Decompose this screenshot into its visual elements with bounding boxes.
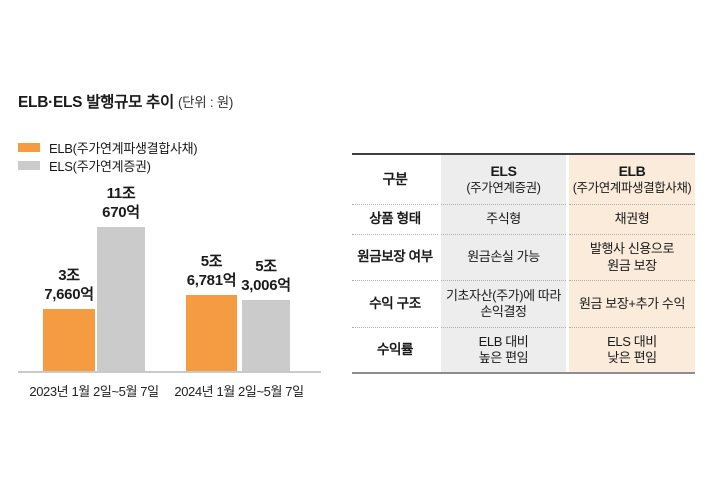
table-cell-els: ELB 대비 높은 편임 <box>441 327 566 372</box>
x-axis-label-2024: 2024년 1월 2일~5월 7일 <box>174 384 304 399</box>
chart-unit-label: (단위 : 원) <box>177 95 234 110</box>
header-title: ELB <box>618 163 646 179</box>
table-row-label: 수익 구조 <box>352 280 438 327</box>
bar-elb-2023 <box>43 309 95 371</box>
bar-group-elb-2023: 3조 7,660억 <box>43 266 95 371</box>
legend-label-els: ELS(주가연계증권) <box>49 158 151 174</box>
table-row-label: 상품 형태 <box>352 204 438 234</box>
bar-elb-2024 <box>186 295 237 371</box>
bar-chart-plot: 3조 7,660억 11조 670억 5조 6,781억 5조 3,006억 <box>18 178 321 373</box>
table-cell-elb: 발행사 신용으로 원금 보장 <box>569 234 695 280</box>
table-header-elb: ELB (주가연계파생결합사채) <box>569 155 695 204</box>
bar-value-label: 11조 670억 <box>102 185 140 221</box>
els-elb-comparison-table: 구분 ELS (주가연계증권) ELB (주가연계파생결합사채) 상품 형태 주… <box>352 153 695 374</box>
legend-item-els: ELS(주가연계증권) <box>18 156 197 174</box>
table-cell-els: 기초자산(주가)에 따라 손익결정 <box>441 280 566 327</box>
legend-item-elb: ELB(주가연계파생결합사채) <box>18 138 198 156</box>
bar-value-label: 5조 6,781억 <box>186 253 237 289</box>
bar-group-elb-2024: 5조 6,781억 <box>186 252 237 371</box>
table-cell-els: 원금손실 가능 <box>441 234 566 280</box>
header-title: ELS <box>490 163 517 179</box>
header-subtitle: (주가연계파생결합사채) <box>572 180 692 195</box>
header-title: 구분 <box>382 171 408 188</box>
chart-legend: ELB(주가연계파생결합사채) ELS(주가연계증권) <box>18 138 198 174</box>
table-cell-elb: 채권형 <box>569 204 695 234</box>
table-row-label: 원금보장 여부 <box>352 234 438 280</box>
chart-title: ELB·ELS 발행규모 추이 (단위 : 원) <box>18 90 233 112</box>
x-axis-baseline <box>18 371 321 373</box>
table-cell-elb: 원금 보장+추가 수익 <box>569 280 695 327</box>
bar-group-els-2023: 11조 670억 <box>97 184 145 371</box>
elb-color-swatch <box>18 142 40 152</box>
table-header-els: ELS (주가연계증권) <box>441 155 566 204</box>
table-cell-els: 주식형 <box>441 204 566 234</box>
bar-els-2023 <box>97 227 145 371</box>
bar-value-label: 5조 3,006억 <box>241 258 291 294</box>
bar-els-2024 <box>242 300 290 371</box>
els-color-swatch <box>18 160 40 170</box>
bar-group-els-2024: 5조 3,006억 <box>241 257 291 371</box>
table-row-label: 수익률 <box>352 327 438 372</box>
x-axis-label-2023: 2023년 1월 2일~5월 7일 <box>29 384 159 399</box>
chart-title-text: ELB·ELS 발행규모 추이 <box>18 94 174 111</box>
table-header-category: 구분 <box>352 155 438 204</box>
legend-label-elb: ELB(주가연계파생결합사채) <box>49 140 198 156</box>
table-cell-elb: ELS 대비 낮은 편임 <box>569 327 695 372</box>
bar-value-label: 3조 7,660억 <box>44 267 94 303</box>
header-subtitle: (주가연계증권) <box>466 180 541 195</box>
